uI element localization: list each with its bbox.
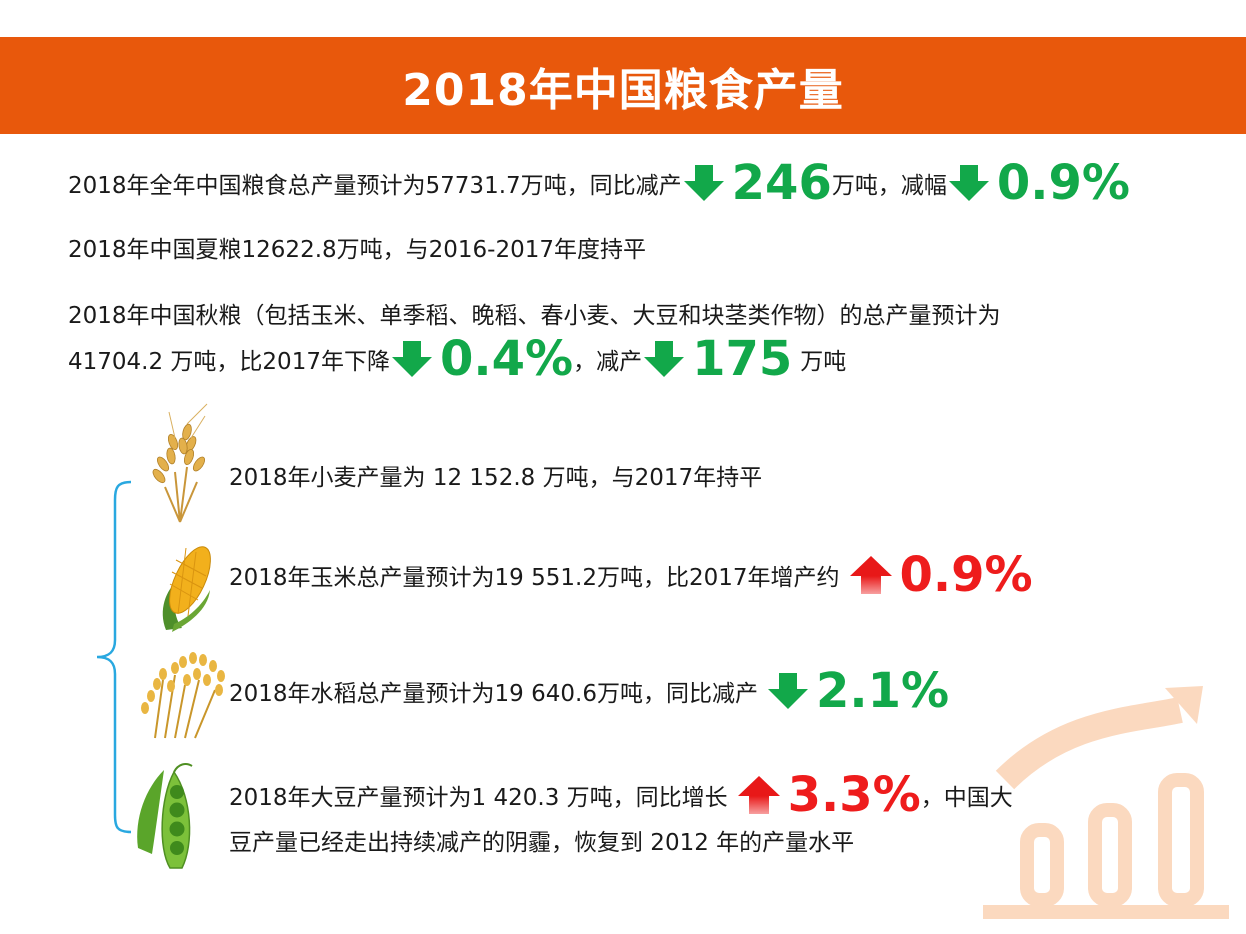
total-decrease-amount: 246 (731, 155, 832, 211)
wheat-line: 2018年小麦产量为 12 152.8 万吨，与2017年持平 (229, 458, 762, 492)
corn-text: 2018年玉米总产量预计为19 551.2万吨，比2017年增产约 (229, 565, 840, 591)
pea-pod-icon (137, 763, 193, 869)
down-arrow-icon (391, 341, 432, 377)
down-arrow-icon (644, 341, 685, 377)
down-arrow-icon (767, 673, 808, 709)
up-arrow-icon (849, 556, 892, 594)
autumn-text-2: 41704.2 万吨，比2017年下降 (68, 349, 390, 375)
page-title: 2018年中国粮食产量 (402, 64, 844, 116)
corn-line: 2018年玉米总产量预计为19 551.2万吨，比2017年增产约 0.9% (229, 550, 1033, 600)
wheat-text: 2018年小麦产量为 12 152.8 万吨，与2017年持平 (229, 465, 763, 491)
rice-icon (141, 652, 225, 739)
autumn-decrease-amount: 175 (692, 331, 793, 387)
down-arrow-icon (948, 165, 989, 201)
soy-line-2: 豆产量已经走出持续减产的阴霾，恢复到 2012 年的产量水平 (229, 823, 854, 857)
autumn-text-1: 2018年中国秋粮（包括玉米、单季稻、晚稻、春小麦、大豆和块茎类作物）的总产量预… (68, 303, 1001, 329)
soy-suffix: ，中国大 (920, 785, 1013, 811)
down-arrow-icon (683, 165, 724, 201)
summer-grain-line: 2018年中国夏粮12622.8万吨，与2016-2017年度持平 (68, 230, 646, 264)
total-decrease-pct: 0.9% (996, 155, 1130, 211)
bracket-decoration (96, 480, 132, 834)
soy-increase-pct: 3.3% (787, 767, 921, 823)
rice-text: 2018年水稻总产量预计为19 640.6万吨，同比减产 (229, 681, 758, 707)
autumn-grain-line-1: 2018年中国秋粮（包括玉米、单季稻、晚稻、春小麦、大豆和块茎类作物）的总产量预… (68, 296, 1001, 330)
autumn-grain-line-2: 41704.2 万吨，比2017年下降 0.4% ，减产 175 万吨 (68, 334, 846, 384)
growth-bars-decoration (983, 686, 1229, 919)
rice-line: 2018年水稻总产量预计为19 640.6万吨，同比减产 2.1% (229, 666, 949, 716)
soy-line-1: 2018年大豆产量预计为1 420.3 万吨，同比增长 3.3% ，中国大 (229, 770, 1013, 820)
up-arrow-icon (737, 776, 780, 814)
rice-decrease-pct: 2.1% (815, 663, 950, 719)
autumn-mid: ，减产 (573, 349, 643, 375)
total-prefix: 2018年全年中国粮食总产量预计为57731.7万吨，同比减产 (68, 173, 682, 199)
autumn-decrease-pct: 0.4% (439, 331, 574, 387)
title-banner: 2018年中国粮食产量 (0, 37, 1246, 134)
total-unit: 万吨，减幅 (831, 173, 947, 199)
corn-icon (162, 546, 211, 632)
corn-increase-pct: 0.9% (899, 547, 1033, 603)
soy-text: 2018年大豆产量预计为1 420.3 万吨，同比增长 (229, 785, 728, 811)
soy-text-2: 豆产量已经走出持续减产的阴霾，恢复到 2012 年的产量水平 (229, 830, 855, 856)
wheat-icon (152, 403, 208, 523)
total-production-line: 2018年全年中国粮食总产量预计为57731.7万吨，同比减产 246 万吨，减… (68, 158, 1130, 208)
autumn-unit: 万吨 (800, 349, 847, 375)
summer-text: 2018年中国夏粮12622.8万吨，与2016-2017年度持平 (68, 237, 647, 263)
